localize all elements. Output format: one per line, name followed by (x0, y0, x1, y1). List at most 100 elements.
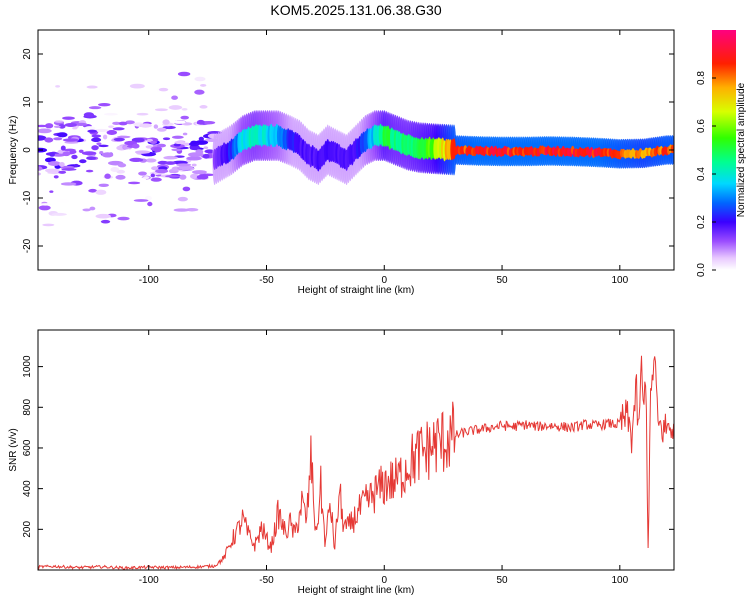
spectrogram-noise-cell (53, 125, 61, 128)
spectrogram-noise-cell (52, 153, 66, 157)
spectrogram-noise-cell (44, 123, 54, 129)
spectrogram-noise-cell (128, 181, 141, 185)
spectrogram-noise-cell (98, 144, 109, 148)
spectrogram-noise-cell (56, 199, 70, 203)
spectrogram-noise-cell (84, 126, 96, 130)
spectrogram-noise-cell (129, 157, 144, 162)
spectrogram-noise-cell (162, 125, 176, 130)
spectrogram-noise-cell (182, 142, 191, 147)
snr-panel: -100 -50 0 50 100 200 400 600 800 1000 Height of… (8, 329, 675, 596)
spectrogram-noise-cell (112, 121, 121, 126)
colorbar-label: Normalized spectral amplitude (736, 82, 747, 217)
spectrogram-noise-cell (204, 149, 215, 154)
spectrogram-noise-cell (38, 166, 43, 171)
spectrogram-noise-cell (63, 148, 76, 152)
spectrogram-noise-cell (88, 188, 98, 193)
spectrogram-noise-cell (200, 83, 207, 87)
spectrogram-noise-cell (196, 174, 209, 180)
spectrogram-noise-cell (38, 128, 52, 134)
y-tick-label: 200 (22, 521, 33, 538)
spectrogram-noise-cell (47, 161, 61, 166)
x-tick-label: -50 (259, 575, 274, 586)
spectrogram-noise-cell (143, 176, 150, 180)
spectrogram-noise-cell (74, 163, 79, 168)
spectrogram-noise-cell (144, 195, 152, 201)
spectrogram-noise-cell (117, 135, 131, 139)
spectrogram-noise-cell (162, 137, 171, 141)
spectrogram-noise-cell (150, 177, 162, 182)
snr-y-ticks: 200 400 600 800 1000 (22, 355, 674, 538)
spectrogram-noise-cell (62, 138, 79, 142)
spectrogram-noise-cell (78, 149, 84, 153)
spectrogram-noise-cell (44, 137, 54, 143)
spectrogram-noise-cell (71, 154, 78, 160)
spectrogram-noise-cell (174, 140, 185, 145)
spectrogram-noise-cell (108, 125, 115, 129)
colorbar-tick-label: 0.6 (696, 119, 707, 133)
x-tick-label: 0 (381, 275, 387, 286)
spectrogram-noise-cell (156, 127, 167, 132)
spectrogram-noise-cell (39, 203, 52, 206)
spectrogram-noise-cell (86, 85, 98, 89)
spectrogram-noise-cell (194, 76, 206, 82)
spectrogram-noise-cell (86, 156, 97, 161)
spectrogram-noise-cell (125, 120, 135, 125)
spectrogram-noise-cell (87, 129, 98, 133)
spectrogram-noise-cell (106, 130, 118, 136)
spectrogram-noise-cell (176, 163, 192, 167)
spectrogram-noise-cell (171, 95, 178, 100)
spectrogram-noise-cell (104, 112, 118, 116)
x-tick-label: -100 (139, 275, 159, 286)
x-tick-label: 100 (611, 575, 628, 586)
spectrogram-noise-cell (153, 124, 159, 129)
spectrogram-noise-cell (202, 120, 216, 125)
spectrogram-noise-cell (49, 190, 54, 193)
spectrogram-noise-cell (153, 147, 162, 153)
spectrogram-noise-cell (155, 168, 169, 174)
spectrogram-noise-cell (194, 89, 205, 95)
spectrogram-noise-cell (93, 128, 109, 132)
spectrogram-noise-cell (38, 205, 51, 211)
spectrogram-noise-cell (60, 145, 66, 151)
y-tick-label: -20 (22, 238, 33, 253)
spectrogram-noise-cell (55, 85, 61, 88)
spectrogram-noise-cell (49, 152, 55, 157)
spectrogram-noise-cell (147, 201, 153, 207)
spectrogram-noise-cell (181, 107, 188, 111)
spectrogram-noise-cell (134, 150, 151, 154)
spectrogram-noise-cell (182, 186, 191, 192)
spectrogram-noise-cell (138, 171, 147, 176)
spectrogram-noise-cell (145, 158, 157, 163)
spectrogram-noise-cell (133, 199, 149, 202)
y-tick-label: 10 (22, 96, 33, 108)
spectrogram-noise-cell (61, 168, 77, 171)
spectrogram-noise-cell (72, 126, 78, 130)
spectrogram-noise-cell (132, 143, 140, 149)
spectrogram-noise-cell (58, 123, 66, 129)
y-tick-label: 20 (22, 48, 33, 60)
x-tick-label: -100 (139, 575, 159, 586)
spectrogram-noise-cell (53, 175, 59, 179)
spectrogram-noise-cell (190, 140, 198, 145)
spectrogram-noise-cell (74, 122, 88, 126)
spectrogram-noise-cell (151, 166, 159, 171)
spectrogram-noise-cell (165, 174, 180, 178)
spectrogram-noise-cell (101, 152, 114, 158)
spectrogram-noise-cell (177, 196, 188, 202)
spectrogram-noise-cell (112, 127, 125, 131)
spectrogram-noise-cell (53, 137, 63, 141)
spectrogram-noise-cell (59, 162, 65, 167)
spectrogram-noise-cell (158, 87, 169, 92)
spectrogram-noise-cell (173, 208, 190, 212)
spectrogram-noise-cell (156, 143, 166, 148)
spectrogram-noise-cell (89, 206, 96, 211)
spectrogram-noise-cell (51, 212, 67, 216)
spectrogram-noise-cell (54, 120, 64, 123)
spectrogram-noise-cell (58, 170, 67, 174)
spectrogram-noise-cell (83, 112, 95, 118)
spectrogram-noise-cell (190, 173, 199, 179)
colorbar-ticks: 0.0 0.2 0.4 0.6 0.8 (696, 71, 716, 277)
spectrogram-noise-cell (182, 132, 188, 136)
spectrogram-noise-cell (98, 183, 109, 187)
